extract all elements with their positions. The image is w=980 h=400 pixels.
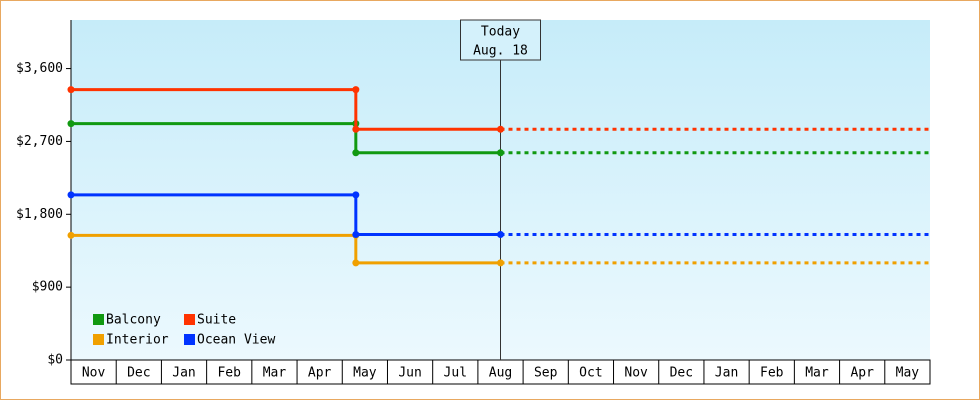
x-tick-label: Jan — [172, 366, 195, 381]
x-tick-label: Jan — [715, 366, 738, 381]
point — [352, 86, 360, 94]
legend-swatch — [93, 334, 104, 345]
x-tick-label: Dec — [127, 366, 150, 381]
y-tick-label: $0 — [47, 353, 63, 368]
legend-label: Balcony — [106, 313, 161, 328]
point — [352, 231, 360, 239]
series-line — [71, 122, 501, 155]
legend-swatch — [184, 314, 195, 325]
x-tick-label: Sep — [534, 366, 558, 381]
series-line — [71, 233, 501, 265]
legend-label: Interior — [106, 333, 169, 348]
x-tick-label: Feb — [760, 366, 784, 381]
x-tick-label: Feb — [217, 366, 241, 381]
series-line — [71, 193, 501, 237]
point — [352, 259, 360, 267]
x-tick-label: Oct — [579, 366, 602, 381]
legend-label: Suite — [197, 313, 236, 328]
point — [352, 191, 360, 199]
point — [497, 125, 504, 133]
today-label: Today — [481, 25, 520, 40]
x-tick-label: Mar — [263, 366, 287, 381]
point — [497, 231, 504, 239]
point — [352, 149, 360, 157]
x-tick-label: Dec — [670, 366, 693, 381]
point — [497, 259, 504, 267]
y-tick-label: $2,700 — [16, 134, 63, 149]
x-tick-label: Aug — [489, 366, 512, 381]
x-tick-label: Nov — [624, 366, 648, 381]
point — [67, 231, 75, 239]
point — [67, 120, 75, 128]
x-tick-label: Apr — [850, 366, 874, 381]
x-tick-label: May — [353, 366, 377, 381]
x-tick-label: Jun — [398, 366, 421, 381]
x-tick-label: Mar — [805, 366, 829, 381]
point — [497, 149, 504, 157]
point — [352, 125, 360, 133]
today-label: Aug. 18 — [473, 44, 528, 59]
x-axis-box — [70, 359, 931, 385]
legend-swatch — [93, 314, 104, 325]
x-tick-label: Apr — [308, 366, 332, 381]
y-tick-label: $3,600 — [16, 61, 63, 76]
legend-label: Ocean View — [197, 333, 275, 348]
y-tick-label: $900 — [32, 280, 63, 295]
x-tick-label: Jul — [444, 366, 467, 381]
series-line — [71, 88, 501, 131]
x-tick-label: Nov — [82, 366, 106, 381]
point — [67, 86, 75, 94]
x-tick-label: May — [896, 366, 920, 381]
y-tick-label: $1,800 — [16, 207, 63, 222]
point — [67, 191, 75, 199]
legend-swatch — [184, 334, 195, 345]
today-box — [460, 19, 541, 61]
